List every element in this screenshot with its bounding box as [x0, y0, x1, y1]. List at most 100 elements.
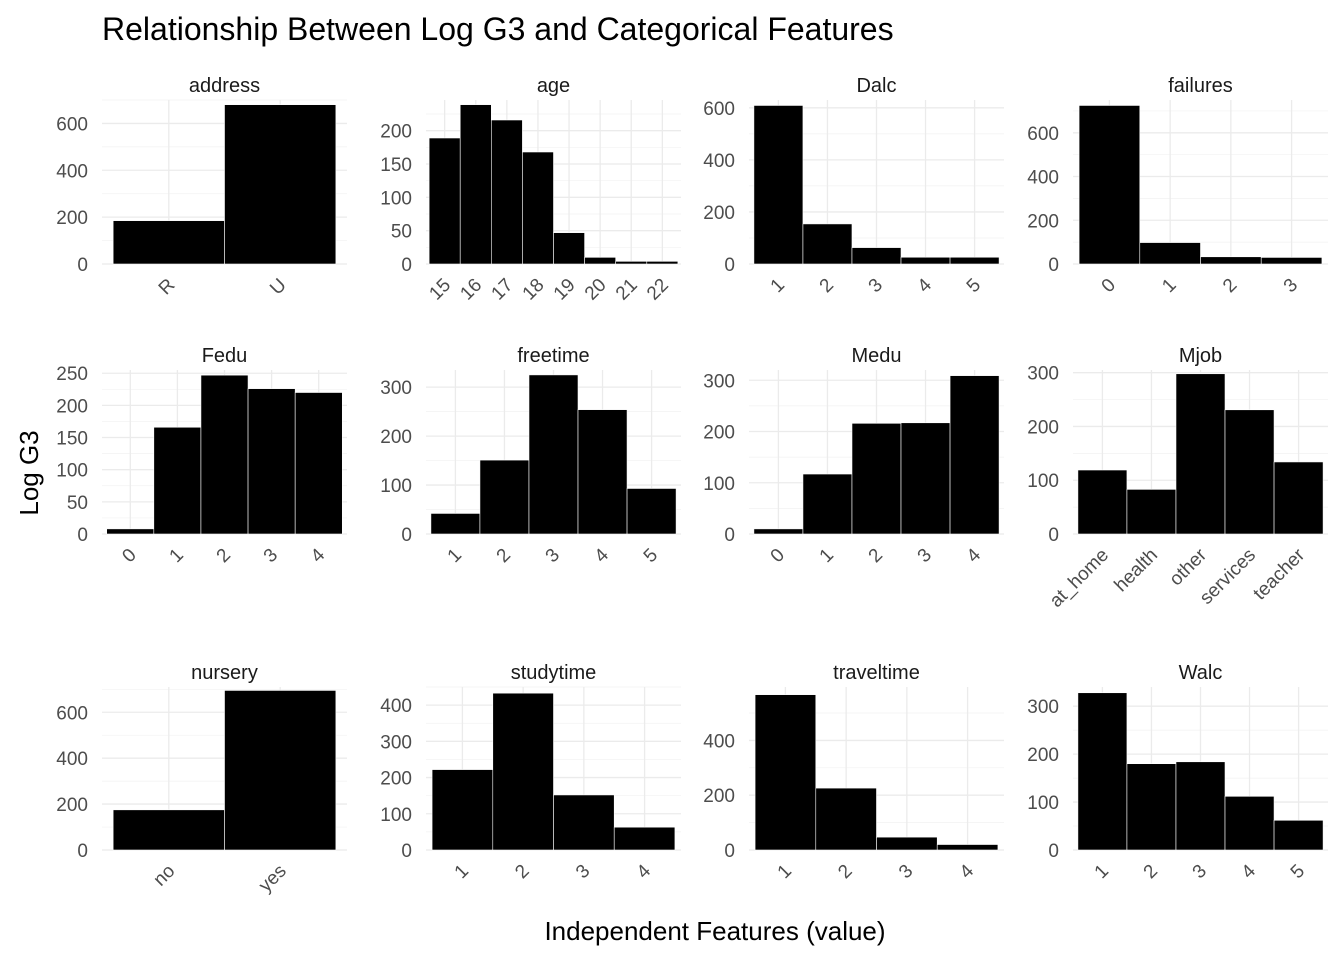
y-tick-label: 150 [380, 155, 412, 176]
bar-traveltime-4 [936, 844, 999, 851]
x-tick-label: 19 [550, 275, 580, 305]
x-tick-label: 2 [1140, 861, 1162, 883]
x-tick-label: health [1111, 545, 1162, 596]
x-tick-label: 5 [963, 275, 985, 297]
bar-Walc-1 [1077, 692, 1128, 851]
facet-label: age [537, 75, 570, 97]
x-tick-label: yes [255, 861, 291, 897]
bar-Mjob-services [1224, 409, 1275, 535]
y-tick-label: 0 [401, 841, 412, 862]
y-tick-label: 0 [77, 255, 88, 276]
bar-Fedu-4 [294, 392, 343, 535]
x-tick-label: R [155, 275, 180, 300]
bar-failures-1 [1139, 242, 1201, 265]
y-tick-label: 600 [56, 114, 88, 135]
x-tick-label: 2 [511, 861, 533, 883]
bar-nursery-yes [224, 690, 337, 851]
y-tick-label: 200 [1027, 417, 1059, 438]
y-tick-label: 400 [56, 749, 88, 770]
y-tick-label: 150 [56, 429, 88, 450]
y-tick-label: 400 [703, 151, 735, 172]
bar-nursery-no [112, 809, 225, 851]
panel-studytime: 0 100 200 300 400 1 2 3 4 studytime [380, 662, 681, 883]
x-tick-label: 3 [914, 545, 936, 567]
bar-Walc-3 [1175, 761, 1226, 851]
panel-Walc: 0 100 200 300 1 2 3 4 5 Walc [1027, 662, 1328, 883]
x-tick-label: other [1166, 544, 1212, 590]
panel-Medu: 0 100 200 300 0 1 2 3 4 Medu [703, 345, 1004, 567]
bar-Medu-4 [949, 375, 1000, 535]
y-axis-title: Log G3 [14, 430, 44, 515]
chart-title: Relationship Between Log G3 and Categori… [102, 11, 894, 47]
panel-age: 0 50 100 150 200 15 16 17 18 19 20 21 22 age [380, 75, 681, 304]
y-tick-label: 300 [1027, 364, 1059, 385]
panel-nursery: 0 200 400 600 no yes nursery [56, 662, 347, 896]
bar-Dalc-5 [949, 256, 1000, 265]
x-tick-label: 5 [640, 545, 662, 567]
y-tick-label: 0 [724, 525, 735, 546]
bar-age-19 [553, 232, 585, 265]
y-tick-label: 200 [56, 795, 88, 816]
bar-Medu-3 [900, 422, 951, 535]
y-tick-label: 0 [77, 525, 88, 546]
x-tick-label: 3 [895, 861, 917, 883]
y-tick-label: 200 [56, 396, 88, 417]
bar-Fedu-1 [153, 426, 202, 535]
y-tick-label: 300 [703, 371, 735, 392]
y-tick-label: 600 [1027, 124, 1059, 145]
y-tick-label: 200 [1027, 211, 1059, 232]
y-tick-label: 100 [56, 461, 88, 482]
y-tick-label: 200 [703, 203, 735, 224]
facet-label: Mjob [1179, 345, 1222, 367]
facet-label: nursery [191, 662, 258, 684]
y-tick-label: 200 [703, 423, 735, 444]
x-tick-label: 1 [444, 545, 466, 567]
facet-label: Medu [851, 345, 901, 367]
y-tick-label: 600 [703, 99, 735, 120]
y-tick-label: 0 [1048, 255, 1059, 276]
facet-label: Fedu [202, 345, 248, 367]
bar-freetime-5 [626, 488, 677, 535]
x-tick-label: 2 [213, 545, 235, 567]
bar-studytime-3 [553, 794, 615, 851]
x-tick-label: 1 [767, 275, 789, 297]
facet-label: failures [1168, 75, 1232, 97]
bar-age-16 [459, 104, 492, 265]
y-tick-label: 0 [77, 841, 88, 862]
bar-address-U [224, 104, 337, 265]
y-tick-label: 200 [56, 208, 88, 229]
y-tick-label: 0 [1048, 841, 1059, 862]
x-tick-label: 0 [1098, 275, 1120, 297]
bar-address-R [112, 220, 225, 265]
bar-traveltime-3 [876, 836, 938, 851]
bar-studytime-4 [613, 826, 676, 851]
x-tick-label: 21 [612, 275, 642, 305]
y-tick-label: 200 [380, 122, 412, 143]
x-tick-label: 1 [774, 861, 796, 883]
bar-Walc-5 [1273, 819, 1324, 851]
y-tick-label: 50 [67, 493, 88, 514]
x-tick-label: 18 [519, 275, 549, 305]
x-tick-label: 2 [493, 545, 515, 567]
x-tick-label: 5 [1287, 861, 1309, 883]
x-tick-label: 1 [1158, 275, 1180, 297]
bar-freetime-3 [528, 374, 579, 535]
x-tick-label: 3 [1189, 861, 1211, 883]
bar-Dalc-3 [851, 247, 902, 265]
panel-Fedu: 0 50 100 150 200 250 0 1 2 3 4 Fedu [56, 345, 347, 567]
bar-Mjob-at_home [1077, 469, 1128, 535]
y-tick-label: 100 [1027, 471, 1059, 492]
bar-age-21 [615, 261, 648, 265]
bar-Fedu-0 [106, 528, 155, 535]
x-tick-label: 4 [914, 274, 937, 297]
y-tick-label: 100 [703, 474, 735, 495]
bar-age-22 [646, 261, 679, 265]
bar-age-18 [522, 151, 554, 265]
bar-Dalc-4 [900, 256, 951, 265]
x-tick-label: 16 [456, 275, 486, 305]
y-tick-label: 200 [1027, 745, 1059, 766]
x-tick-label: 3 [865, 275, 887, 297]
x-tick-label: 20 [581, 275, 611, 305]
x-tick-label: 2 [834, 861, 856, 883]
